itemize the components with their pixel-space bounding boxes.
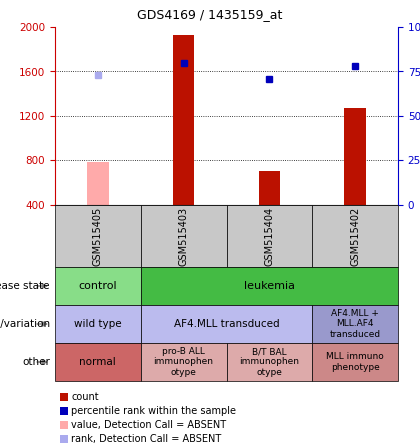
- Text: value, Detection Call = ABSENT: value, Detection Call = ABSENT: [71, 420, 226, 430]
- Text: AF4.MLL +
MLL.AF4
transduced: AF4.MLL + MLL.AF4 transduced: [330, 309, 381, 339]
- Text: pro-B ALL
immunophen
otype: pro-B ALL immunophen otype: [154, 347, 214, 377]
- Text: GSM515402: GSM515402: [350, 206, 360, 266]
- Text: MLL immuno
phenotype: MLL immuno phenotype: [326, 352, 384, 372]
- Text: genotype/variation: genotype/variation: [0, 319, 50, 329]
- Text: control: control: [79, 281, 117, 291]
- Text: count: count: [71, 392, 99, 402]
- Bar: [344, 108, 366, 205]
- Text: leukemia: leukemia: [244, 281, 295, 291]
- Bar: [173, 35, 194, 205]
- Text: GSM515405: GSM515405: [93, 206, 103, 266]
- Text: AF4.MLL transduced: AF4.MLL transduced: [174, 319, 279, 329]
- Text: other: other: [22, 357, 50, 367]
- Text: GDS4169 / 1435159_at: GDS4169 / 1435159_at: [137, 8, 283, 21]
- Text: normal: normal: [79, 357, 116, 367]
- Bar: [87, 162, 109, 205]
- Text: GSM515404: GSM515404: [264, 206, 274, 266]
- Text: rank, Detection Call = ABSENT: rank, Detection Call = ABSENT: [71, 434, 221, 444]
- Bar: [259, 170, 280, 205]
- Text: GSM515403: GSM515403: [178, 206, 189, 266]
- Text: B/T BAL
immunophen
otype: B/T BAL immunophen otype: [239, 347, 299, 377]
- Text: wild type: wild type: [74, 319, 122, 329]
- Text: disease state: disease state: [0, 281, 50, 291]
- Text: percentile rank within the sample: percentile rank within the sample: [71, 406, 236, 416]
